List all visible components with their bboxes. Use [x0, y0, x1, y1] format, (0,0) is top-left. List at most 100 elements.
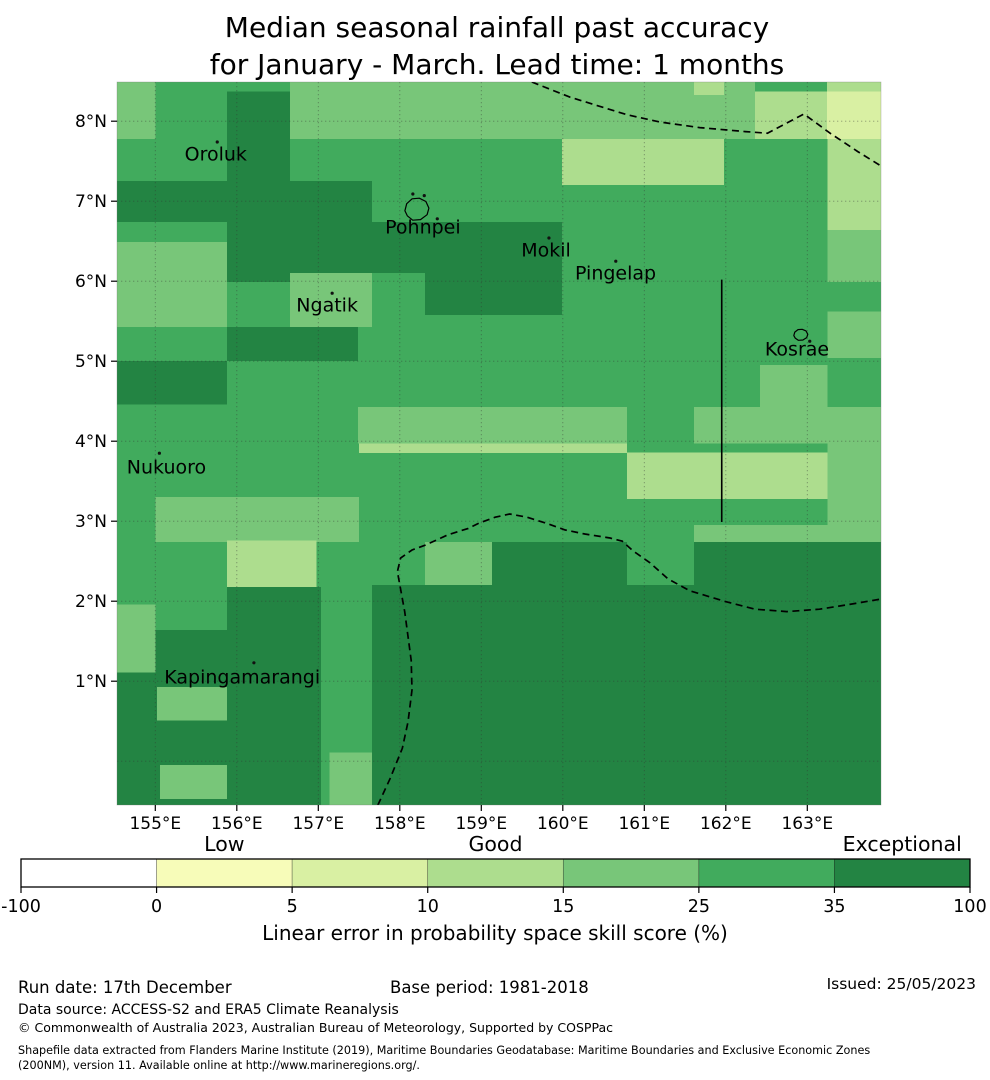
- shapefile-credit-line2: (200NM), version 11. Available online at…: [18, 1059, 420, 1072]
- y-axis-tick-label: 6°N: [75, 272, 107, 292]
- map-label-mokil: Mokil: [521, 240, 571, 262]
- x-axis-tick-label: 161°E: [618, 814, 670, 834]
- heatmap-cell: [694, 406, 881, 444]
- heatmap-cell: [491, 542, 628, 586]
- colorbar-segment: [834, 858, 971, 888]
- map-label-nukuoro: Nukuoro: [127, 456, 206, 478]
- heatmap-cell: [155, 497, 360, 542]
- heatmap-cell: [827, 230, 881, 282]
- heatmap-cell: [694, 82, 725, 95]
- y-axis-tick-label: 2°N: [75, 592, 107, 612]
- figure-title-line1: Median seasonal rainfall past accuracy: [225, 11, 769, 44]
- heatmap-cell: [827, 311, 881, 358]
- map-label-ngatik: Ngatik: [296, 295, 358, 317]
- atoll-marker-nukuoro: [157, 451, 161, 455]
- heatmap-cell: [826, 91, 881, 139]
- x-axis-tick-label: 156°E: [211, 814, 263, 834]
- map-frame: [116, 81, 882, 806]
- colorbar-tick-label: 10: [417, 897, 439, 917]
- heatmap-cell: [760, 365, 828, 407]
- colorbar-tick-label: 5: [287, 897, 298, 917]
- base-period-text: Base period: 1981-2018: [390, 978, 589, 997]
- colorbar: -100 0 5 10 15 25 35 100 Low Good Exceptional: [1, 832, 987, 917]
- eez-boundary-south: [377, 513, 881, 805]
- heatmap-cell: [156, 686, 228, 721]
- colorbar-tick-label: 100: [953, 897, 986, 917]
- colorbar-tick-label: 35: [823, 897, 845, 917]
- shapefile-credit-line1: Shapefile data extracted from Flanders M…: [18, 1044, 870, 1057]
- colorbar-tick-label: 25: [688, 897, 710, 917]
- x-axis-tick-label: 158°E: [374, 814, 426, 834]
- heatmap-cell: [425, 542, 492, 586]
- x-axis-tick-label: 157°E: [292, 814, 344, 834]
- island-outline-pohnpei: [404, 197, 430, 221]
- copyright-text: © Commonwealth of Australia 2023, Austra…: [18, 1020, 613, 1035]
- heatmap-cell: [372, 585, 881, 805]
- atoll-marker-oroluk: [215, 140, 219, 144]
- heatmap-cell: [289, 222, 426, 274]
- heatmap-cell: [227, 540, 317, 587]
- atoll-marker-pingelap: [614, 259, 618, 263]
- heatmap-cell: [289, 82, 756, 139]
- eez-boundary-north: [531, 82, 881, 167]
- colorbar-frame: [20, 858, 971, 888]
- heatmap-cell: [755, 91, 827, 139]
- heatmap-cell: [425, 222, 562, 315]
- figure-title-line2: for January - March. Lead time: 1 months: [210, 48, 785, 81]
- y-axis-tick-label: 5°N: [75, 352, 107, 372]
- colorbar-class-label-low: Low: [204, 832, 244, 856]
- colorbar-segment: [20, 858, 157, 888]
- map-axes: 155°E 156°E 157°E 158°E 159°E 160°E 161°E 162°E…: [75, 112, 833, 834]
- map-label-oroluk: Oroluk: [185, 144, 247, 166]
- map-label-pohnpei: Pohnpei: [385, 216, 461, 238]
- atoll-marker-kosrae-islet: [808, 339, 812, 343]
- x-axis-tick-label: 160°E: [537, 814, 589, 834]
- colorbar-segment: [698, 858, 835, 888]
- colorbar-segment: [291, 858, 429, 888]
- data-source-text: Data source: ACCESS-S2 and ERA5 Climate …: [18, 1002, 399, 1018]
- heatmap-cell: [358, 406, 628, 444]
- colorbar-segment: [156, 858, 293, 888]
- atoll-marker-mokil: [547, 236, 551, 240]
- heatmap-cell: [826, 82, 881, 92]
- x-axis-tick-label: 155°E: [129, 814, 181, 834]
- map-label-kosrae: Kosrae: [765, 339, 829, 361]
- atoll-marker-pohnpei-islet-2: [422, 194, 426, 198]
- heatmap-cell: [227, 91, 290, 282]
- map-label-pingelap: Pingelap: [575, 263, 656, 285]
- run-date-text: Run date: 17th December: [18, 978, 232, 997]
- heatmap-cell: [694, 525, 881, 542]
- colorbar-class-label-good: Good: [469, 832, 523, 856]
- heatmap-cell: [117, 604, 156, 673]
- atoll-marker-ngatik: [330, 291, 334, 295]
- colorbar-segment: [562, 858, 700, 888]
- heatmap-cell: [160, 765, 228, 799]
- colorbar-axis-label: Linear error in probability space skill …: [262, 921, 728, 945]
- y-axis-tick-label: 1°N: [75, 672, 107, 692]
- heatmap-cell: [227, 586, 321, 805]
- heatmap-cell: [227, 326, 359, 362]
- y-axis-tick-label: 8°N: [75, 112, 107, 132]
- colorbar-tick-label: -100: [1, 897, 41, 917]
- colorbar-tick-label: 0: [151, 897, 162, 917]
- colorbar-class-label-exceptional: Exceptional: [843, 832, 962, 856]
- heatmap-cell: [627, 452, 828, 499]
- heatmap-cell: [117, 361, 228, 405]
- atoll-marker-pohnpei-islet-1: [411, 192, 415, 196]
- colorbar-segment: [427, 858, 564, 888]
- heatmap-cell: [289, 272, 373, 327]
- heatmap-cell: [117, 242, 228, 327]
- x-axis-tick-label: 159°E: [455, 814, 507, 834]
- x-axis-tick-label: 163°E: [781, 814, 833, 834]
- heatmap-cell: [359, 443, 628, 454]
- atoll-marker-kapingamarangi: [252, 661, 256, 665]
- heatmap-cell: [329, 752, 373, 805]
- heatmap-cell: [117, 82, 156, 139]
- island-outline-kosrae: [793, 328, 809, 341]
- colorbar-tick-label: 15: [552, 897, 574, 917]
- atoll-marker-pohnpei-islet-3: [435, 217, 439, 221]
